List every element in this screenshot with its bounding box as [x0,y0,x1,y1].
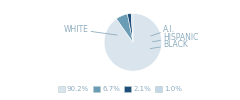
Wedge shape [131,14,133,42]
Text: WHITE: WHITE [63,25,117,35]
Text: A.I.: A.I. [151,25,175,36]
Text: HISPANIC: HISPANIC [153,33,198,42]
Text: BLACK: BLACK [150,40,188,49]
Legend: 90.2%, 6.7%, 2.1%, 1.0%: 90.2%, 6.7%, 2.1%, 1.0% [55,83,185,95]
Wedge shape [116,14,133,42]
Wedge shape [104,14,162,71]
Wedge shape [127,14,133,42]
